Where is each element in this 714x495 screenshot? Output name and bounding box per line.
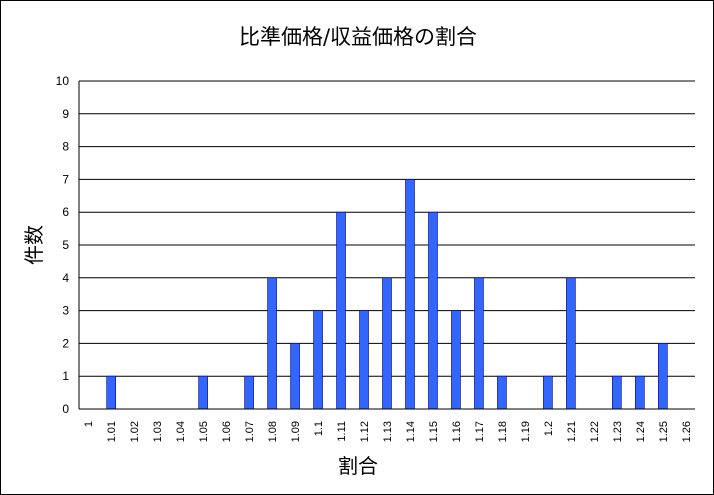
y-tick-label: 0 bbox=[62, 402, 69, 416]
x-tick-label: 1.17 bbox=[474, 421, 486, 442]
bar bbox=[382, 277, 392, 410]
x-axis-title: 割合 bbox=[338, 454, 378, 478]
x-tick-label: 1.23 bbox=[612, 421, 624, 442]
y-tick-label: 5 bbox=[62, 238, 69, 252]
bar bbox=[405, 179, 415, 410]
x-tick-label: 1.08 bbox=[267, 421, 279, 442]
x-tick-label: 1.11 bbox=[336, 421, 348, 442]
bar bbox=[290, 343, 300, 410]
bar bbox=[313, 310, 323, 410]
bar bbox=[198, 375, 208, 410]
x-tick-label: 1.21 bbox=[566, 421, 578, 442]
x-tick-label: 1.2 bbox=[543, 421, 555, 436]
bars bbox=[106, 179, 668, 410]
y-tick-label: 10 bbox=[56, 74, 70, 88]
axes bbox=[78, 81, 695, 410]
x-tick-label: 1.15 bbox=[428, 421, 440, 442]
x-tick-label: 1.05 bbox=[198, 421, 210, 442]
y-axis-title: 件数 bbox=[22, 225, 46, 265]
bar bbox=[497, 375, 507, 410]
x-tick-label: 1.22 bbox=[589, 421, 601, 442]
y-tick-label: 9 bbox=[62, 107, 69, 121]
y-tick-label: 7 bbox=[62, 172, 69, 186]
bar bbox=[474, 277, 484, 410]
x-tick-label: 1.03 bbox=[152, 421, 164, 442]
x-tick-label: 1.06 bbox=[221, 421, 233, 442]
x-tick-label: 1.24 bbox=[635, 421, 647, 442]
x-tick-label: 1.19 bbox=[520, 421, 532, 442]
y-tick-label: 1 bbox=[62, 369, 69, 383]
x-tick-label: 1.09 bbox=[290, 421, 302, 442]
bar bbox=[451, 310, 461, 410]
x-tick-label: 1.01 bbox=[106, 421, 118, 442]
y-tick-label: 3 bbox=[62, 304, 69, 318]
chart-title: 比準価格/収益価格の割合 bbox=[239, 25, 477, 49]
bar bbox=[658, 343, 668, 410]
bar bbox=[106, 375, 116, 410]
x-tick-label: 1.14 bbox=[405, 421, 417, 442]
x-tick-label: 1.25 bbox=[658, 421, 670, 442]
bar bbox=[428, 211, 438, 410]
bar bbox=[612, 375, 622, 410]
bar bbox=[566, 277, 576, 410]
x-tick-label: 1.18 bbox=[497, 421, 509, 442]
x-tick-label: 1.04 bbox=[175, 421, 187, 442]
x-tick-label: 1 bbox=[83, 421, 95, 427]
y-tick-label: 2 bbox=[62, 336, 69, 350]
bar bbox=[267, 277, 277, 410]
x-tick-labels: 1 1.01 1.02 1.03 1.04 1.05 1.06 1.07 1.08 1.09 1.1… bbox=[83, 421, 693, 442]
x-tick-label: 1.26 bbox=[681, 421, 693, 442]
y-tick-label: 6 bbox=[62, 205, 69, 219]
bar bbox=[244, 375, 254, 410]
x-tick-label: 1.12 bbox=[359, 421, 371, 442]
y-tick-label: 4 bbox=[62, 271, 69, 285]
x-tick-label: 1.07 bbox=[244, 421, 256, 442]
x-tick-label: 1.02 bbox=[129, 421, 141, 442]
bar bbox=[543, 375, 553, 410]
y-tick-label: 8 bbox=[62, 140, 69, 154]
x-tick-label: 1.1 bbox=[313, 421, 325, 436]
gridlines bbox=[79, 80, 695, 377]
bar bbox=[359, 310, 369, 410]
x-tick-label: 1.16 bbox=[451, 421, 463, 442]
x-tick-label: 1.13 bbox=[382, 421, 394, 442]
bar bbox=[336, 211, 346, 410]
y-tick-labels: 0 1 2 3 4 5 6 7 8 9 10 bbox=[56, 74, 70, 416]
bar bbox=[635, 375, 645, 410]
